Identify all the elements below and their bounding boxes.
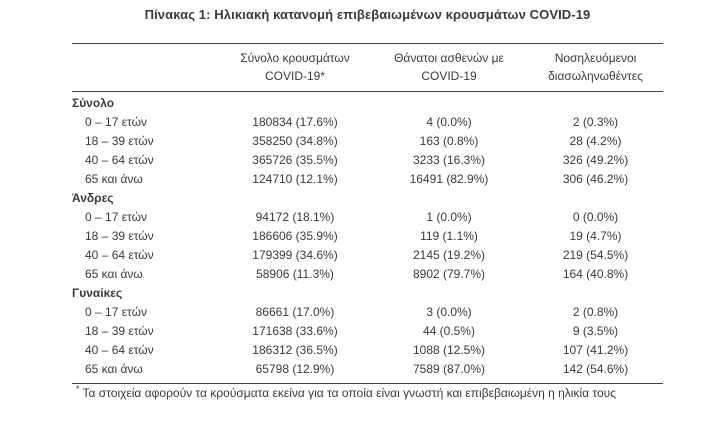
empty-cell [370, 189, 528, 208]
empty-cell [528, 284, 663, 303]
age-group-label: 65 και άνω [85, 362, 143, 376]
column-header-deaths: Θάνατοι ασθενών με COVID-19 [370, 49, 528, 85]
data-row: 40 – 64 ετών 179399 (34.6%) 2145 (19.2%) 21… [72, 246, 663, 265]
deaths-cell: 7589 (87.0%) [412, 362, 486, 376]
intubated-cell: 164 (40.8%) [562, 267, 629, 281]
intubated-cell: 9 (3.5%) [572, 324, 619, 338]
empty-cell [370, 94, 528, 113]
data-row: 0 – 17 ετών 94172 (18.1%) 1 (0.0%) 0 (0.0%) [72, 208, 663, 227]
footnote-text: Τα στοιχεία αφορούν τα κρούσματα εκείνα … [82, 386, 616, 400]
cases-cell: 86661 (17.0%) [255, 305, 335, 319]
deaths-cell: 8902 (79.7%) [412, 267, 486, 281]
data-row: 40 – 64 ετών 365726 (35.5%) 3233 (16.3%) 32… [72, 151, 663, 170]
deaths-cell: 1 (0.0%) [426, 210, 472, 224]
age-group-label: 0 – 17 ετών [85, 210, 147, 224]
data-row: 18 – 39 ετών 171638 (33.6%) 44 (0.5%) 9 (3.… [72, 322, 663, 341]
empty-cell [528, 94, 663, 113]
age-group-label: 40 – 64 ετών [85, 248, 154, 262]
table-title: Πίνακας 1: Ηλικιακή κατανομή επιβεβαιωμέ… [144, 7, 591, 22]
cases-cell: 186312 (36.5%) [252, 343, 338, 357]
cases-cell: 94172 (18.1%) [255, 210, 335, 224]
cases-cell: 180834 (17.6%) [252, 115, 338, 129]
column-header-line: Νοσηλευόμενοι [554, 51, 637, 65]
cases-cell: 358250 (34.8%) [252, 134, 338, 148]
deaths-cell: 119 (1.1%) [420, 229, 478, 243]
empty-cell [370, 284, 528, 303]
age-group-label: 65 και άνω [85, 172, 143, 186]
cases-cell: 365726 (35.5%) [252, 153, 338, 167]
intubated-cell: 0 (0.0%) [572, 210, 619, 224]
deaths-cell: 3 (0.0%) [426, 305, 472, 319]
cases-cell: 171638 (33.6%) [252, 324, 338, 338]
empty-cell [220, 189, 370, 208]
column-header-line: COVID-19* [264, 69, 326, 83]
data-row: 18 – 39 ετών 358250 (34.8%) 163 (0.8%) 28 (… [72, 132, 663, 151]
age-group-label: 65 και άνω [85, 267, 143, 281]
row-label-column-header [72, 49, 220, 85]
section-name: Σύνολο [72, 96, 115, 110]
table-header-row: Σύνολο κρουσμάτων COVID-19* Θάνατοι ασθε… [72, 43, 663, 92]
intubated-cell: 107 (41.2%) [562, 343, 629, 357]
deaths-cell: 163 (0.8%) [419, 134, 479, 148]
age-group-label: 18 – 39 ετών [85, 134, 154, 148]
intubated-cell: 219 (54.5%) [562, 248, 629, 262]
column-header-line: Σύνολο κρουσμάτων [240, 51, 350, 65]
column-header-line: COVID-19 [421, 69, 477, 83]
data-row: 65 και άνω 58906 (11.3%) 8902 (79.7%) 164 (… [72, 265, 663, 284]
footnote-asterisk: * [76, 384, 80, 394]
section-name: Άνδρες [72, 191, 114, 205]
deaths-cell: 2145 (19.2%) [412, 248, 486, 262]
cases-cell: 58906 (11.3%) [256, 267, 334, 281]
age-group-label: 18 – 39 ετών [85, 229, 154, 243]
footnote: * Τα στοιχεία αφορούν τα κρούσματα εκείνα… [76, 381, 676, 401]
cases-cell: 65798 (12.9%) [255, 362, 335, 376]
table-body: Σύνολο 0 – 17 ετών 180834 (17.6%) 4 (0.0%) 2… [72, 92, 663, 384]
data-row: 65 και άνω 124710 (12.1%) 16491 (82.9%) 306… [72, 170, 663, 189]
data-row: 65 και άνω 65798 (12.9%) 7589 (87.0%) 142 (… [72, 360, 663, 379]
intubated-cell: 19 (4.7%) [569, 229, 622, 243]
empty-cell [528, 189, 663, 208]
data-row: 0 – 17 ετών 180834 (17.6%) 4 (0.0%) 2 (0.3%… [72, 113, 663, 132]
intubated-cell: 28 (4.2%) [569, 134, 622, 148]
deaths-cell: 16491 (82.9%) [409, 172, 489, 186]
section-name: Γυναίκες [72, 286, 123, 300]
section-header-row: Γυναίκες [72, 284, 663, 303]
intubated-cell: 306 (46.2%) [562, 172, 629, 186]
column-header-total-cases: Σύνολο κρουσμάτων COVID-19* [220, 49, 370, 85]
cases-cell: 186606 (35.9%) [252, 229, 338, 243]
data-row: 0 – 17 ετών 86661 (17.0%) 3 (0.0%) 2 (0.8%) [72, 303, 663, 322]
age-group-label: 40 – 64 ετών [85, 343, 154, 357]
deaths-cell: 3233 (16.3%) [412, 153, 486, 167]
intubated-cell: 326 (49.2%) [562, 153, 629, 167]
age-group-label: 40 – 64 ετών [85, 153, 154, 167]
deaths-cell: 44 (0.5%) [422, 324, 476, 338]
age-group-label: 18 – 39 ετών [85, 324, 154, 338]
section-header-row: Σύνολο [72, 94, 663, 113]
data-row: 40 – 64 ετών 186312 (36.5%) 1088 (12.5%) 10… [72, 341, 663, 360]
age-group-label: 0 – 17 ετών [85, 115, 147, 129]
section-header-row: Άνδρες [72, 189, 663, 208]
data-row: 18 – 39 ετών 186606 (35.9%) 119 (1.1%) 19 (… [72, 227, 663, 246]
cases-cell: 124710 (12.1%) [252, 172, 338, 186]
intubated-cell: 142 (54.6%) [562, 362, 629, 376]
deaths-cell: 4 (0.0%) [426, 115, 472, 129]
intubated-cell: 2 (0.8%) [572, 305, 619, 319]
column-header-intubated: Νοσηλευόμενοι διασωληνωθέντες [528, 49, 663, 85]
deaths-cell: 1088 (12.5%) [412, 343, 486, 357]
column-header-line: Θάνατοι ασθενών με [394, 51, 504, 65]
empty-cell [220, 94, 370, 113]
empty-cell [220, 284, 370, 303]
column-header-line: διασωληνωθέντες [548, 69, 643, 83]
age-group-label: 0 – 17 ετών [85, 305, 147, 319]
intubated-cell: 2 (0.3%) [572, 115, 619, 129]
age-distribution-table: Σύνολο κρουσμάτων COVID-19* Θάνατοι ασθε… [72, 43, 663, 384]
cases-cell: 179399 (34.6%) [252, 248, 338, 262]
